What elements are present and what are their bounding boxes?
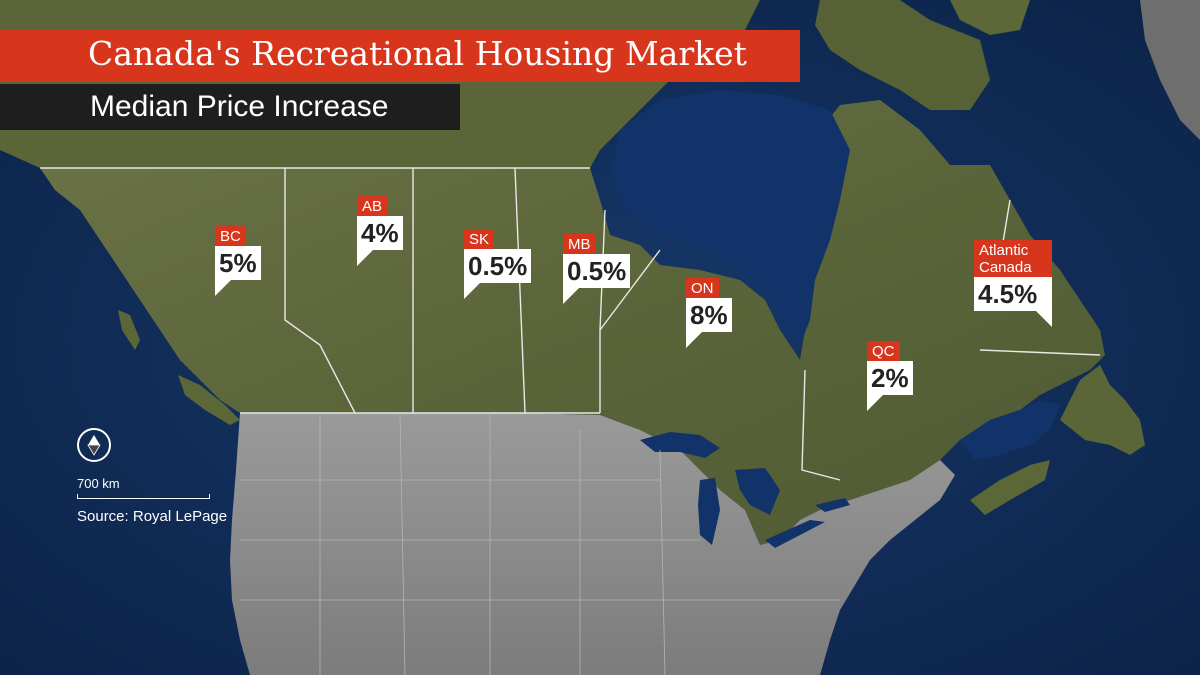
marker-sk: SK 0.5% (464, 229, 532, 299)
source-credit: Source: Royal LePage (77, 508, 228, 525)
marker-label: AB (357, 196, 388, 216)
compass-icon (77, 428, 111, 462)
lake-erie (765, 520, 825, 548)
gulf-st-lawrence (960, 400, 1060, 460)
scale-bar (77, 494, 210, 499)
arctic-island-1 (815, 0, 990, 110)
scale-label: 700 km (77, 476, 120, 491)
marker-label-line2: Canada (979, 259, 1032, 276)
state-borders (240, 412, 840, 675)
marker-bc: BC 5% (215, 226, 261, 296)
marker-value: 5% (215, 246, 261, 280)
marker-label: SK (464, 229, 495, 249)
marker-label: BC (215, 226, 246, 246)
marker-pointer (357, 250, 373, 266)
marker-pointer (1036, 311, 1052, 327)
marker-value: 2% (867, 361, 913, 395)
map-title: Canada's Recreational Housing Market (88, 34, 747, 73)
hudson-bay (612, 90, 850, 345)
vancouver-island (178, 375, 240, 425)
marker-value: 0.5% (464, 249, 532, 283)
marker-value: 4.5% (974, 277, 1052, 311)
marker-ab: AB 4% (357, 196, 403, 266)
marker-atlantic: Atlantic Canada 4.5% (974, 240, 1052, 327)
canada-land (40, 100, 1105, 545)
lake-huron (735, 468, 780, 515)
subtitle-bar: Median Price Increase (0, 84, 460, 130)
marker-pointer (686, 332, 702, 348)
usa-land (230, 413, 955, 675)
marker-label: ON (686, 278, 719, 298)
arctic-island-2 (1140, 0, 1200, 140)
marker-pointer (464, 283, 480, 299)
marker-label: MB (563, 234, 596, 254)
marker-value: 4% (357, 216, 403, 250)
province-borders (40, 167, 1101, 481)
title-bar: Canada's Recreational Housing Market (0, 30, 800, 82)
map-subtitle: Median Price Increase (90, 90, 389, 123)
marker-pointer (215, 280, 231, 296)
marker-label: QC (867, 341, 900, 361)
marker-on: ON 8% (686, 278, 732, 348)
nova-scotia (970, 460, 1050, 515)
newfoundland (1060, 365, 1145, 455)
marker-pointer (867, 395, 883, 411)
marker-value: 8% (686, 298, 732, 332)
marker-mb: MB 0.5% (563, 234, 631, 304)
arctic-island-3 (950, 0, 1030, 35)
lake-michigan (698, 478, 720, 545)
haida-gwaii (118, 310, 140, 350)
marker-qc: QC 2% (867, 341, 913, 411)
lake-ontario (815, 498, 850, 512)
marker-label: Atlantic Canada (974, 240, 1052, 277)
marker-value: 0.5% (563, 254, 631, 288)
marker-label-line1: Atlantic (979, 242, 1029, 259)
marker-pointer (563, 288, 579, 304)
